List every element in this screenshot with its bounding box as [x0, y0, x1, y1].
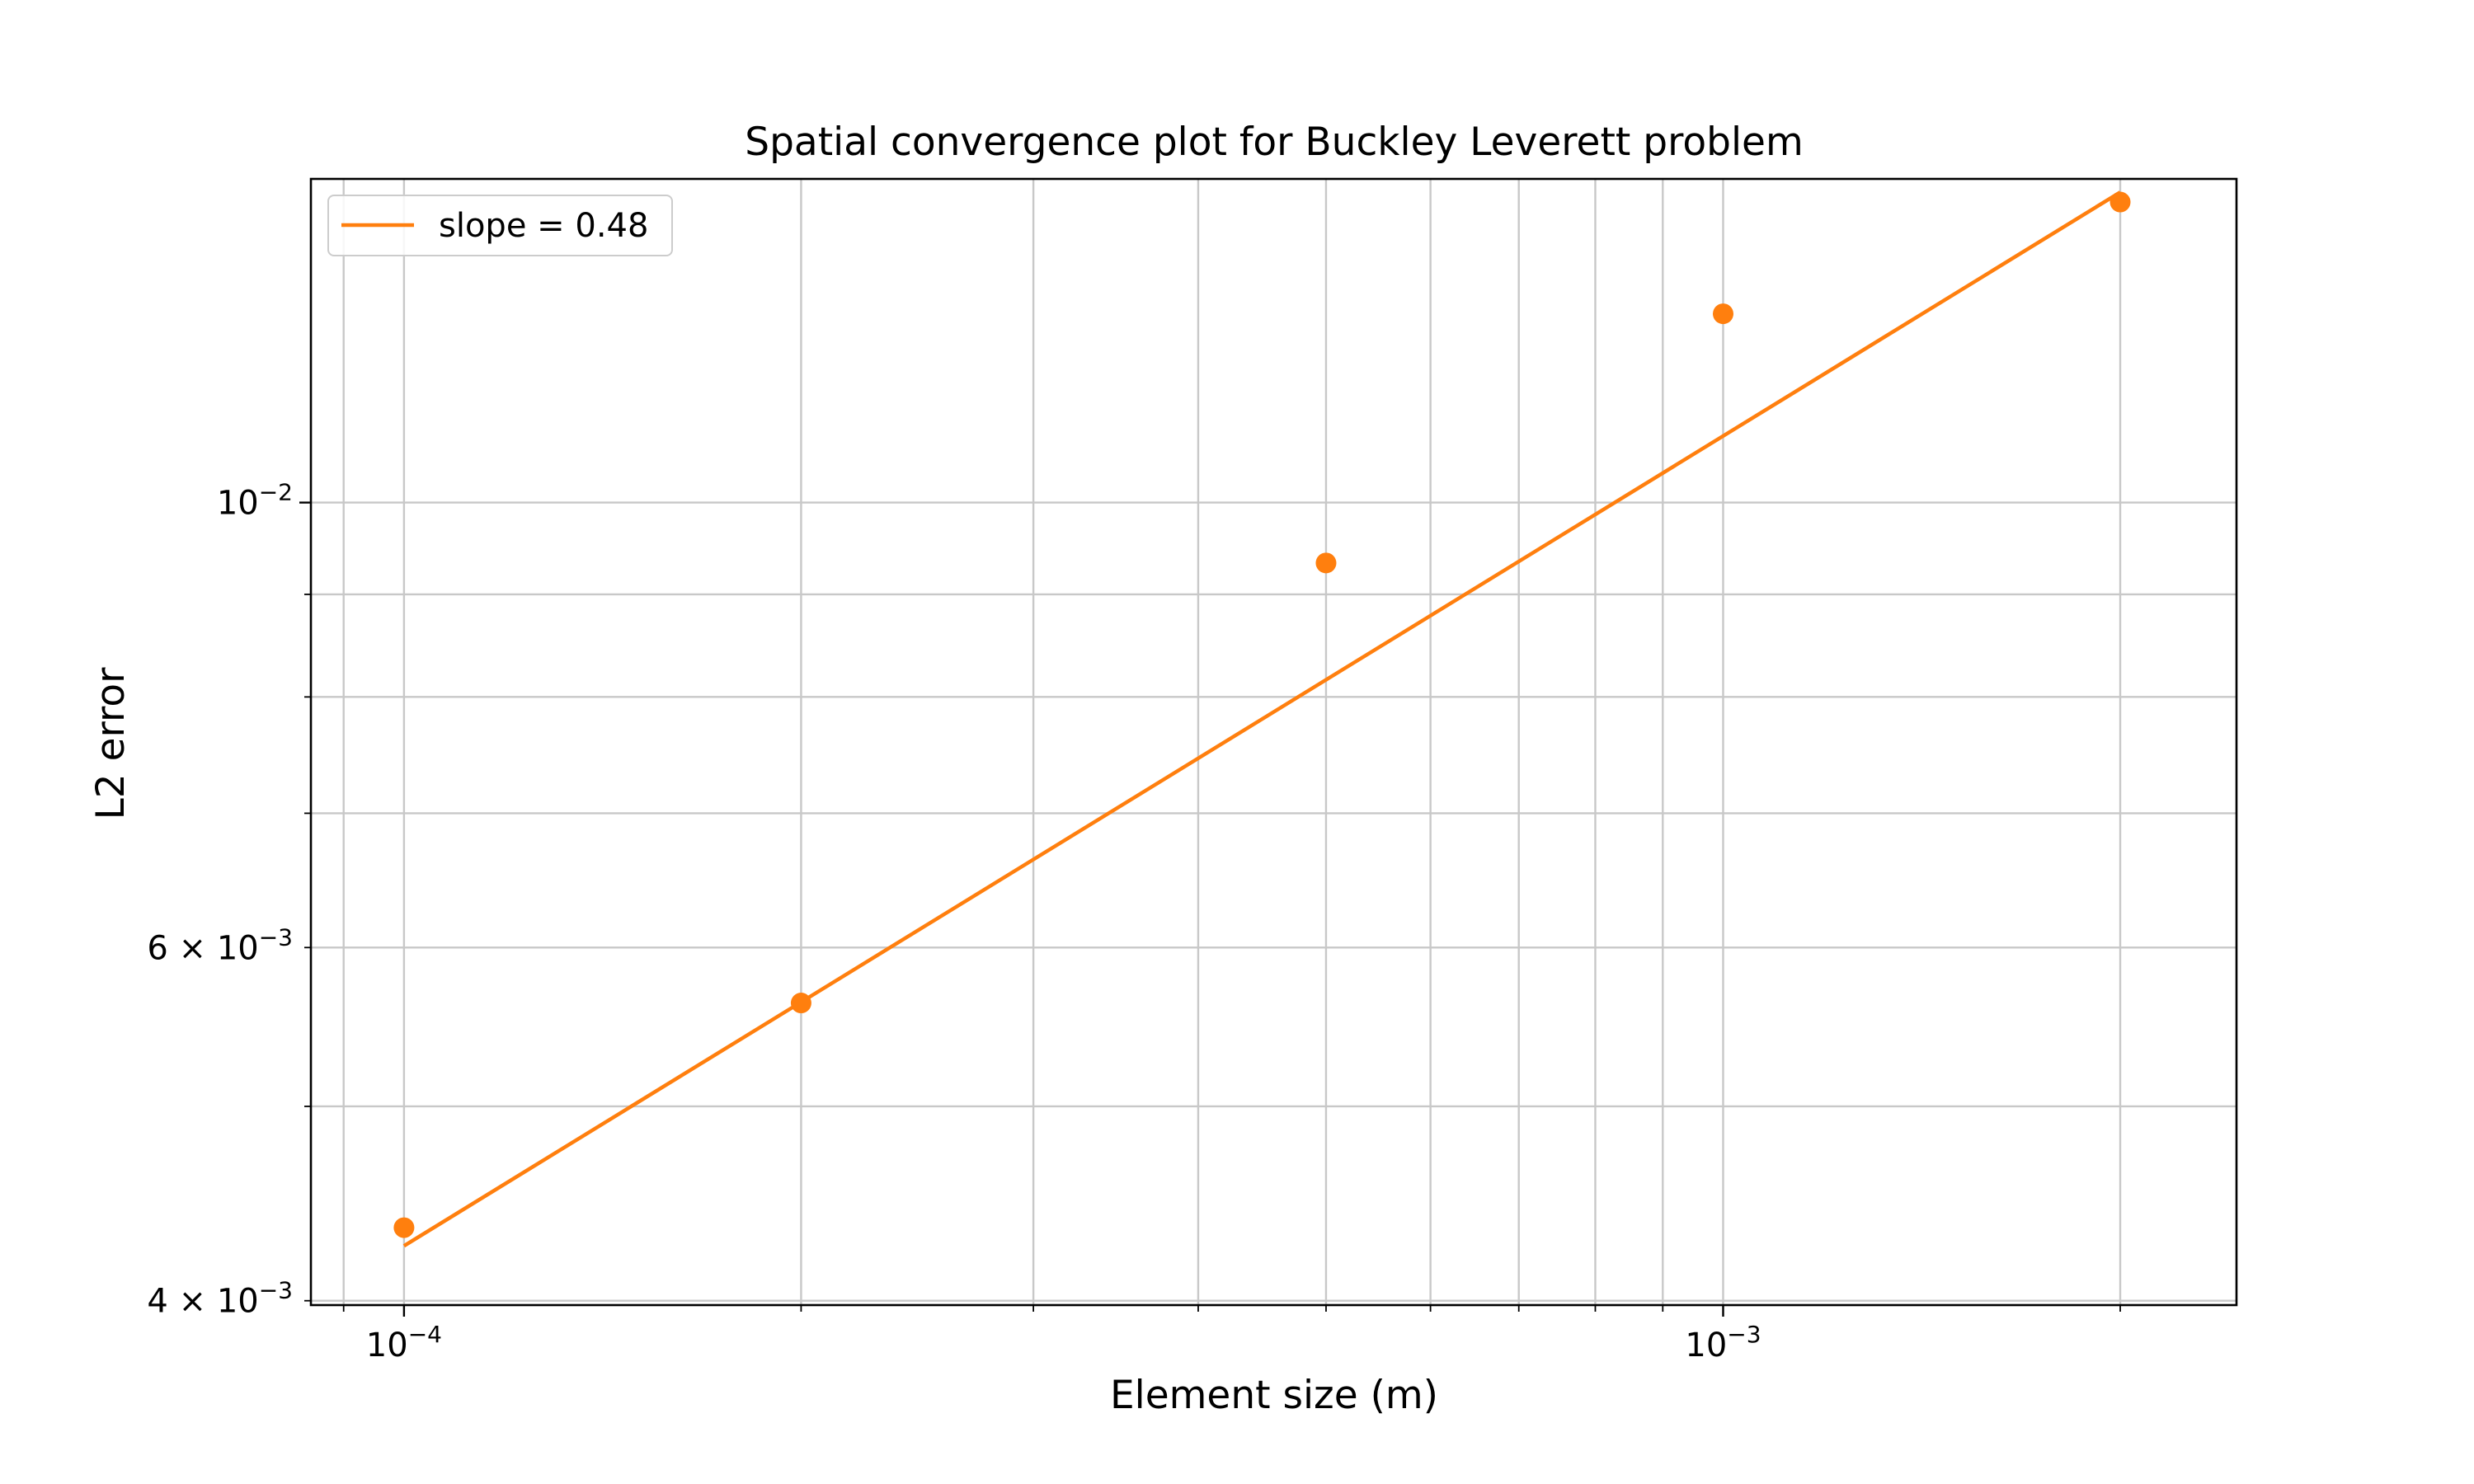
legend-box: [327, 195, 673, 256]
y-tick-label: 10−2: [217, 479, 293, 523]
axis-ticks: 10−4 10−3 10−2 6 × 10−3 4 × 10−3: [147, 479, 2121, 1364]
plot-area-frame: [309, 177, 2238, 1307]
x-axis-label: Element size (m): [1110, 1373, 1438, 1418]
data-point: [790, 993, 811, 1014]
chart-title: Spatial convergence plot for Buckley Lev…: [745, 120, 1803, 165]
grid-lines: [311, 179, 2236, 1305]
y-tick-label: 6 × 10−3: [147, 923, 293, 967]
fit-line: [402, 190, 2122, 1248]
series-layer: [393, 190, 2131, 1248]
x-tick-label: 10−3: [1685, 1321, 1761, 1364]
x-tick-label: 10−4: [366, 1321, 442, 1364]
data-point: [2109, 191, 2131, 213]
legend-label: slope = 0.48: [439, 207, 648, 245]
legend: slope = 0.48: [327, 195, 673, 256]
data-point: [1315, 552, 1337, 574]
data-point: [393, 1217, 415, 1238]
y-axis-label: L2 error: [88, 667, 134, 819]
y-tick-label: 4 × 10−3: [147, 1277, 293, 1321]
data-point: [1712, 303, 1733, 325]
